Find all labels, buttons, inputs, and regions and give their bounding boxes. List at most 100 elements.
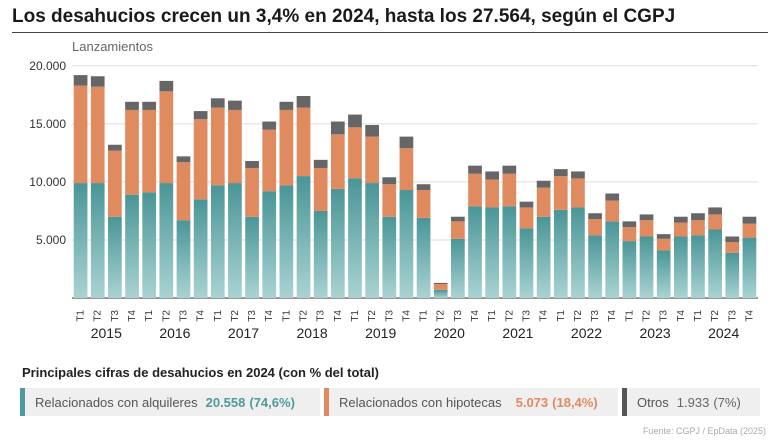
bar-segment-alquileres (451, 238, 465, 298)
bar-segment-hipotecas (553, 176, 568, 210)
bar-segment-hipotecas (313, 167, 328, 211)
summary-pct-alquileres: (74,6%) (249, 394, 295, 410)
x-tick-label: T3 (316, 310, 327, 322)
bar-segment-hipotecas (622, 227, 637, 242)
x-tick-label: T4 (607, 310, 618, 322)
x-tick-label: T2 (642, 310, 653, 322)
year-label: 2018 (297, 325, 328, 341)
bar-segment-otros (228, 100, 242, 110)
bar-segment-alquileres (330, 188, 345, 298)
bar-segment-otros (536, 180, 551, 188)
bar-segment-otros (348, 114, 362, 128)
bar-segment-otros (125, 101, 139, 110)
bar-segment-hipotecas (725, 242, 740, 253)
x-tick-label: T3 (110, 310, 121, 322)
bar-segment-alquileres (262, 191, 277, 298)
x-tick-label: T4 (470, 310, 481, 322)
bar-segment-otros (588, 213, 602, 220)
bar-segment-otros (571, 171, 585, 179)
bar-segment-alquileres (502, 206, 517, 298)
bar-segment-otros (622, 221, 637, 228)
summary-label-otros: Otros (637, 394, 669, 410)
bar-segment-alquileres (279, 185, 294, 298)
bar-segment-alquileres (90, 183, 105, 298)
summary-label-alquileres: Relacionados con alquileres (35, 394, 198, 410)
bar-segment-alquileres (416, 217, 431, 298)
x-tick-label: T4 (196, 310, 207, 322)
x-tick-label: T1 (556, 310, 567, 322)
bar-segment-alquileres (159, 183, 174, 298)
year-label: 2017 (228, 325, 259, 341)
x-tick-label: T1 (76, 310, 87, 322)
bar-segment-hipotecas (330, 134, 345, 189)
x-tick-label: T1 (693, 310, 704, 322)
bar-segment-otros (279, 101, 294, 110)
x-tick-label: T4 (333, 310, 344, 322)
bar-segment-hipotecas (245, 167, 259, 217)
x-tick-label: T1 (487, 310, 498, 322)
bar-segment-hipotecas (588, 219, 602, 236)
x-tick-label: T2 (161, 310, 172, 322)
bar-segment-hipotecas (348, 127, 362, 179)
bar-segment-hipotecas (656, 238, 671, 251)
bar-segment-hipotecas (142, 109, 157, 193)
bar-segment-alquileres (519, 228, 534, 298)
bar-segment-hipotecas (502, 173, 517, 207)
bar-segment-alquileres (639, 236, 654, 298)
bar-segment-alquileres (622, 241, 637, 298)
bar-segment-alquileres (399, 190, 414, 298)
x-tick-label: T1 (419, 310, 430, 322)
bar-segment-alquileres (108, 216, 122, 298)
bar-segment-hipotecas (451, 221, 465, 239)
bar-segment-hipotecas (485, 179, 500, 208)
bar-segment-alquileres (228, 183, 242, 298)
bar-segment-otros (656, 234, 671, 239)
y-axis-label: Lanzamientos (72, 39, 153, 54)
year-label: 2020 (434, 325, 465, 341)
bar-segment-otros (605, 193, 620, 201)
bar-segment-otros (176, 156, 191, 163)
bar-segment-otros (639, 214, 654, 221)
bar-segment-alquileres (296, 176, 311, 298)
bar-segment-alquileres (708, 229, 722, 298)
bar-segment-alquileres (382, 216, 397, 298)
x-tick-label: T1 (281, 310, 292, 322)
bar-segment-alquileres (553, 209, 568, 298)
x-tick-label: T4 (401, 310, 412, 322)
bar-segment-hipotecas (73, 85, 88, 184)
bar-segment-hipotecas (365, 136, 379, 184)
bar-segment-otros (210, 98, 225, 108)
summary-card-otros: Otros 1.933 (7%) (622, 388, 760, 416)
bar-segment-otros (108, 144, 122, 151)
summary-card-hipotecas: Relacionados con hipotecas 5.073 (18,4%) (324, 388, 618, 416)
x-tick-label: T2 (299, 310, 310, 322)
x-tick-label: T4 (127, 310, 138, 322)
bar-segment-alquileres (365, 183, 379, 298)
bar-segment-hipotecas (433, 284, 448, 290)
summary-swatch-alquileres (20, 388, 25, 416)
bar-segment-otros (416, 184, 431, 191)
bar-segment-alquileres (348, 178, 362, 298)
bar-segment-hipotecas (708, 214, 722, 230)
bar-segment-alquileres (571, 207, 585, 298)
bar-segment-alquileres (485, 207, 500, 298)
bar-segment-hipotecas (262, 129, 277, 192)
bar-segment-otros (330, 121, 345, 135)
bar-segment-hipotecas (639, 220, 654, 237)
x-tick-label: T4 (676, 310, 687, 322)
x-tick-label: T2 (367, 310, 378, 322)
bar-segment-otros (742, 216, 757, 224)
bar-segment-alquileres (313, 210, 328, 298)
bar-segment-alquileres (742, 237, 757, 298)
bar-segment-otros (382, 177, 397, 185)
bar-segment-hipotecas (519, 207, 534, 229)
x-tick-label: T3 (453, 310, 464, 322)
bar-segment-alquileres (725, 252, 740, 298)
y-tick-label: 5.000 (36, 233, 66, 247)
bar-segment-otros (193, 111, 208, 120)
x-tick-label: T2 (230, 310, 241, 322)
chart-title: Los desahucios crecen un 3,4% en 2024, h… (12, 6, 676, 27)
summary-swatch-otros (622, 388, 627, 416)
bar-segment-hipotecas (416, 190, 431, 218)
bar-segment-hipotecas (210, 107, 225, 186)
